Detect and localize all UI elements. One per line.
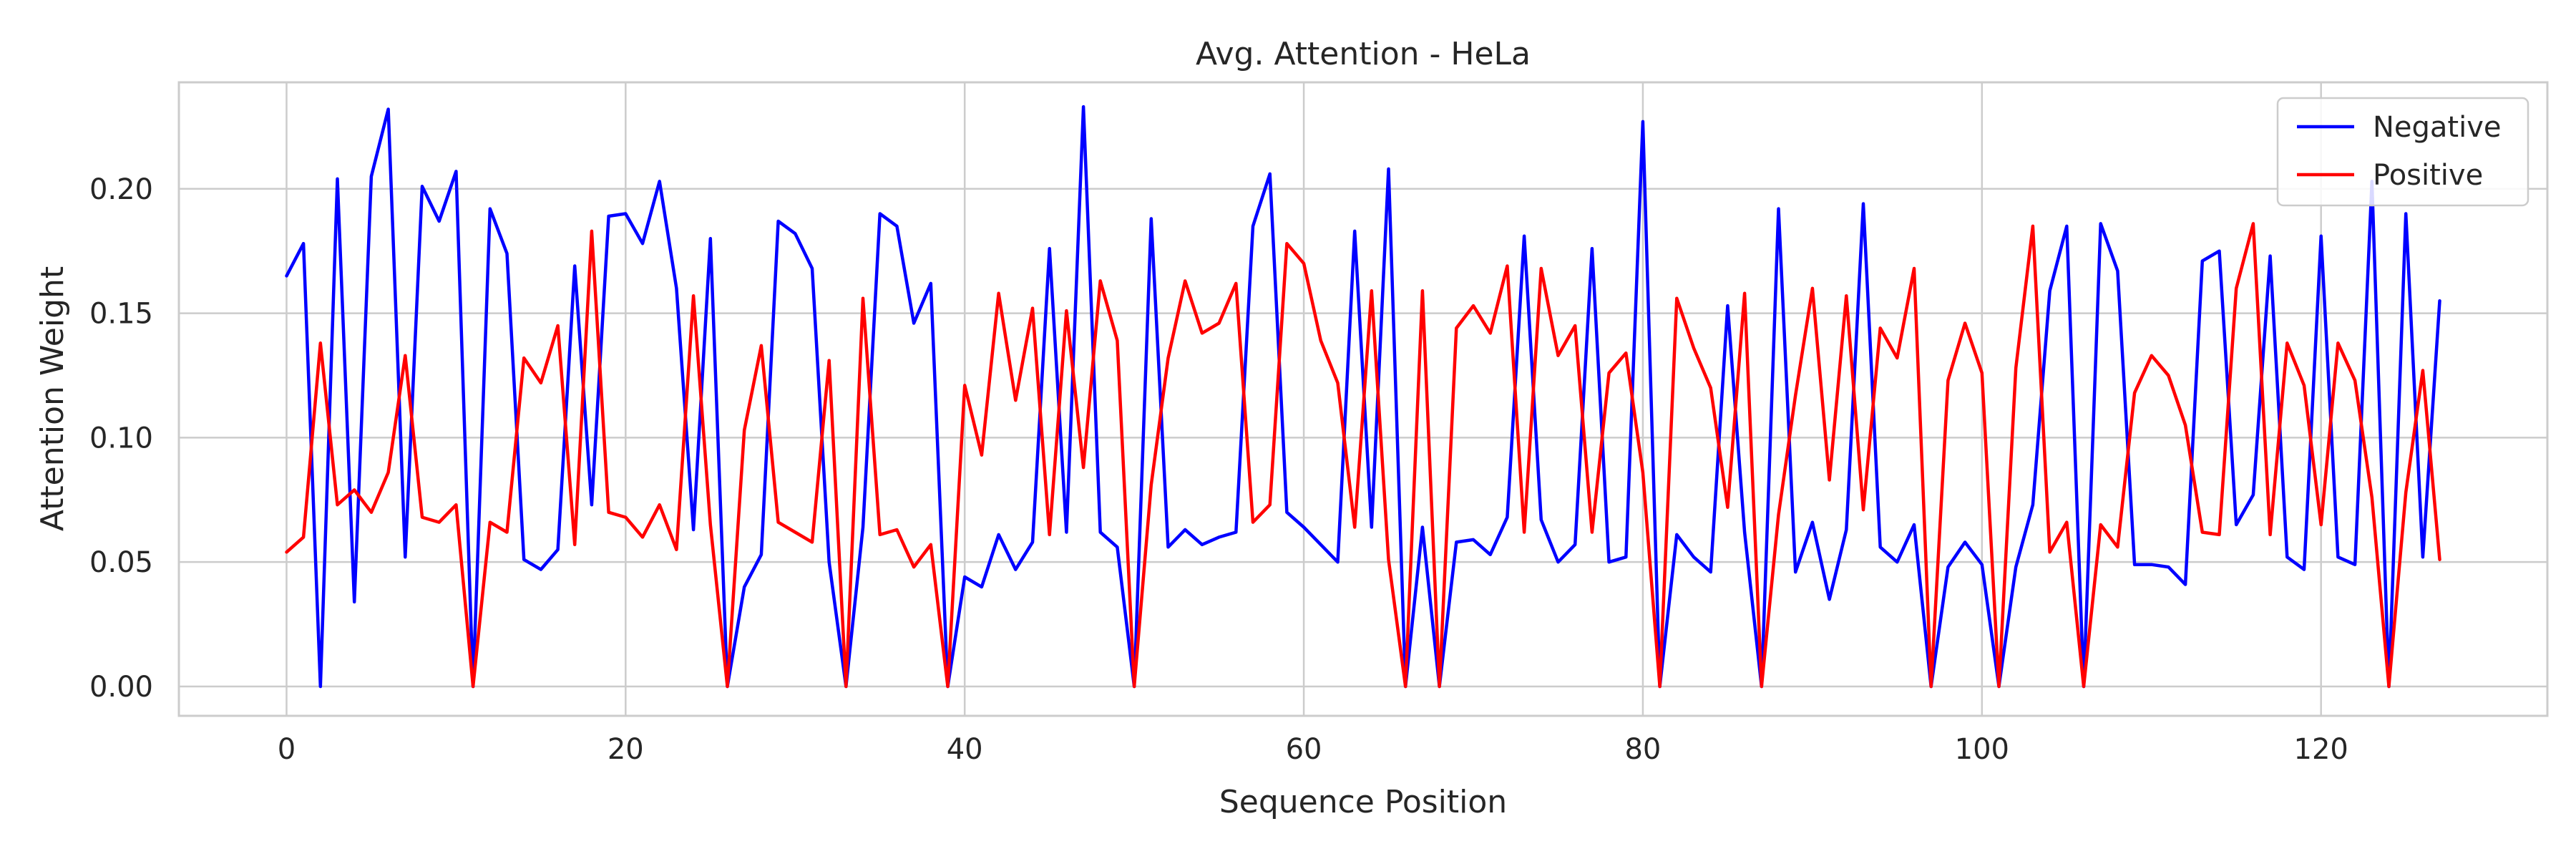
- y-tick-label: 0.10: [89, 422, 153, 455]
- y-tick-label: 0.00: [89, 671, 153, 704]
- x-tick-label: 120: [2294, 733, 2348, 766]
- x-axis-title: Sequence Position: [1219, 784, 1507, 820]
- y-tick-label: 0.20: [89, 173, 153, 206]
- x-tick-label: 20: [608, 733, 644, 766]
- y-tick-label: 0.15: [89, 298, 153, 331]
- legend-box: [2276, 97, 2529, 207]
- legend: Negative Positive: [2276, 97, 2529, 207]
- chart-title: Avg. Attention - HeLa: [1196, 36, 1531, 72]
- y-tick-label: 0.05: [89, 546, 153, 579]
- tick-labels: 0 20 40 60 80 100 120 0.00 0.05 0.10 0.15 0.20: [89, 173, 2348, 766]
- y-axis-title: Attention Weight: [34, 266, 71, 531]
- series-line-positive: [285, 222, 2441, 689]
- grid-lines: [179, 82, 2547, 716]
- legend-label-negative: Negative: [2373, 111, 2502, 144]
- x-tick-label: 40: [947, 733, 983, 766]
- x-tick-label: 0: [278, 733, 296, 766]
- x-tick-label: 60: [1286, 733, 1322, 766]
- legend-label-positive: Positive: [2373, 159, 2483, 192]
- series-line-negative: [285, 105, 2441, 689]
- x-tick-label: 80: [1624, 733, 1661, 766]
- series-lines: [285, 105, 2441, 689]
- plot-area-frame: [177, 81, 2549, 717]
- x-tick-label: 100: [1955, 733, 2009, 766]
